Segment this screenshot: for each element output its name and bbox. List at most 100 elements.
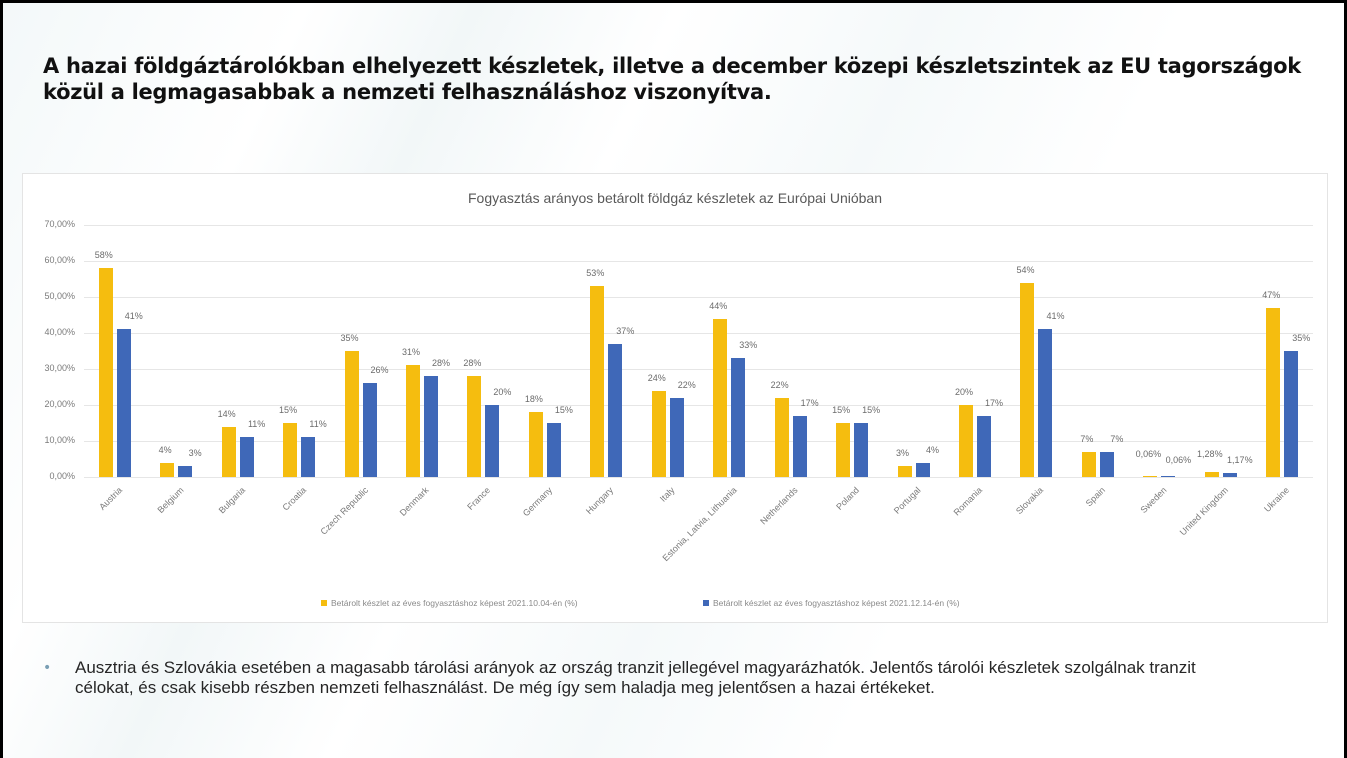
chart-legend: Betárolt készlet az éves fogyasztáshoz k… bbox=[23, 598, 1327, 612]
bar-oct bbox=[98, 268, 113, 477]
data-label: 17% bbox=[985, 397, 1004, 408]
bar-dec bbox=[792, 415, 807, 477]
gridline bbox=[84, 261, 1313, 262]
data-label: 15% bbox=[279, 405, 298, 415]
legend-item: Betárolt készlet az éves fogyasztáshoz k… bbox=[321, 598, 578, 608]
y-tick-label: 20,00% bbox=[44, 399, 75, 409]
x-tick-label: Belgium bbox=[155, 485, 186, 516]
gridline bbox=[84, 405, 1313, 406]
data-label: 44% bbox=[709, 300, 728, 311]
data-label: 4% bbox=[926, 444, 940, 455]
x-tick-label: Poland bbox=[834, 485, 862, 512]
gridline bbox=[84, 225, 1313, 226]
bar-dec bbox=[239, 437, 254, 477]
bar-oct bbox=[713, 318, 728, 477]
data-label: 28% bbox=[463, 358, 482, 369]
y-tick-label: 40,00% bbox=[44, 327, 75, 337]
data-label: 22% bbox=[770, 379, 789, 390]
bar-dec bbox=[1038, 329, 1053, 477]
gridline bbox=[84, 477, 1313, 478]
data-label: 3% bbox=[188, 448, 202, 459]
bar-dec bbox=[1099, 451, 1114, 477]
data-label: 31% bbox=[401, 347, 420, 358]
legend-label: Betárolt készlet az éves fogyasztáshoz k… bbox=[713, 598, 960, 608]
legend-item: Betárolt készlet az éves fogyasztáshoz k… bbox=[703, 598, 960, 608]
x-tick-label: France bbox=[465, 485, 493, 512]
bullet-text: Ausztria és Szlovákia esetében a magasab… bbox=[75, 658, 1196, 697]
data-label: 22% bbox=[677, 379, 696, 390]
bar-dec bbox=[1284, 351, 1299, 477]
data-label: 37% bbox=[616, 325, 635, 336]
data-label: 1,17% bbox=[1227, 454, 1253, 465]
x-tick-label: Austria bbox=[96, 485, 124, 512]
y-tick-label: 60,00% bbox=[44, 255, 75, 265]
y-tick-label: 10,00% bbox=[44, 435, 75, 445]
data-label: 0,06% bbox=[1135, 449, 1162, 459]
bar-dec bbox=[301, 437, 316, 477]
bar-dec bbox=[116, 329, 131, 477]
plot-area: 0,00% 10,00% 20,00% 30,00% 40,00% 50,00% 60,00… bbox=[23, 174, 1327, 622]
bar-oct bbox=[405, 365, 420, 477]
data-label: 11% bbox=[247, 419, 266, 430]
bar-dec bbox=[731, 358, 746, 477]
bullet-dot-icon: • bbox=[43, 660, 52, 676]
bar-oct bbox=[836, 423, 851, 477]
bar-dec bbox=[178, 466, 193, 477]
bar-oct bbox=[467, 376, 482, 477]
bar-oct bbox=[959, 405, 974, 477]
bar-oct bbox=[590, 286, 605, 477]
gridline bbox=[84, 441, 1313, 442]
data-label: 35% bbox=[1292, 333, 1311, 343]
y-tick-label: 0,00% bbox=[49, 471, 75, 481]
legend-swatch-icon bbox=[703, 600, 709, 606]
bar-dec bbox=[1222, 472, 1237, 477]
x-tick-label: Italy bbox=[658, 485, 677, 504]
data-label: 3% bbox=[896, 448, 910, 459]
x-tick-label: Ukraine bbox=[1262, 485, 1292, 515]
bar-oct bbox=[283, 423, 298, 477]
data-label: 7% bbox=[1080, 433, 1094, 444]
data-label: 15% bbox=[832, 405, 851, 415]
data-label: 35% bbox=[340, 333, 359, 343]
data-label: 41% bbox=[1046, 311, 1065, 322]
x-tick-label: Denmark bbox=[398, 485, 432, 518]
data-label: 1,28% bbox=[1197, 449, 1223, 459]
x-tick-label: Hungary bbox=[584, 485, 616, 517]
data-label: 54% bbox=[1016, 264, 1035, 275]
x-tick-label: Netherlands bbox=[758, 485, 800, 527]
x-tick-label: Croatia bbox=[280, 485, 309, 513]
bar-oct bbox=[774, 397, 789, 477]
data-label: 15% bbox=[862, 405, 881, 415]
gridline bbox=[84, 333, 1313, 334]
legend-label: Betárolt készlet az éves fogyasztáshoz k… bbox=[331, 598, 578, 608]
data-label: 24% bbox=[647, 372, 666, 383]
data-label: 58% bbox=[94, 250, 113, 261]
x-tick-label: Portugal bbox=[891, 485, 923, 516]
bar-oct bbox=[897, 466, 912, 477]
data-label: 26% bbox=[370, 365, 389, 376]
bar-oct bbox=[1020, 282, 1035, 477]
gridline bbox=[84, 369, 1313, 370]
data-label: 47% bbox=[1262, 289, 1281, 300]
data-label: 17% bbox=[800, 397, 819, 408]
bar-dec bbox=[608, 343, 623, 477]
data-label: 20% bbox=[493, 387, 512, 397]
bar-oct bbox=[1081, 451, 1096, 477]
y-tick-label: 30,00% bbox=[44, 363, 75, 373]
slide-title: A hazai földgáztárolókban elhelyezett ké… bbox=[43, 54, 1301, 104]
bar-oct bbox=[160, 462, 175, 477]
x-tick-label: Sweden bbox=[1138, 485, 1169, 516]
y-tick-label: 70,00% bbox=[44, 219, 75, 229]
bar-oct bbox=[1143, 476, 1158, 477]
data-label: 53% bbox=[586, 268, 605, 279]
gridline bbox=[84, 297, 1313, 298]
bar-oct bbox=[1204, 472, 1219, 477]
bar-dec bbox=[669, 397, 684, 477]
x-tick-label: Slovakia bbox=[1014, 485, 1046, 517]
bar-dec bbox=[485, 405, 500, 477]
legend-swatch-icon bbox=[321, 600, 327, 606]
data-label: 33% bbox=[739, 340, 758, 351]
bar-dec bbox=[1161, 476, 1176, 477]
bar-oct bbox=[1266, 307, 1281, 477]
chart-title: Fogyasztás arányos betárolt földgáz kész… bbox=[467, 190, 882, 206]
